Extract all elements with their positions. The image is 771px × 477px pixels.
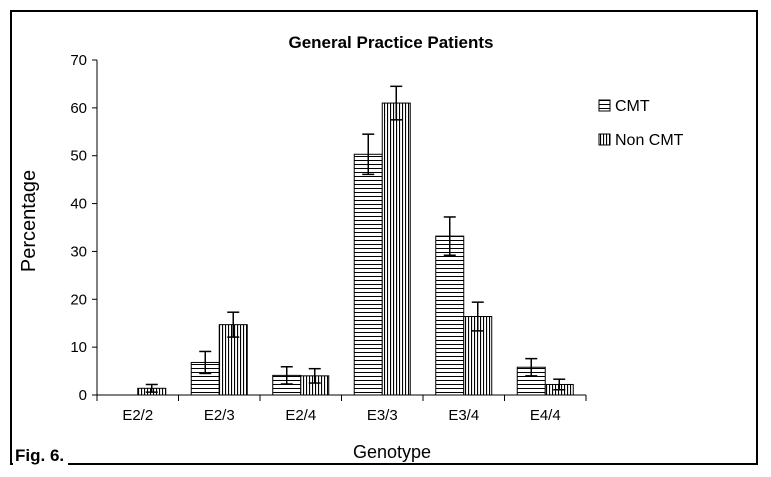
x-tick-label: E2/2 (122, 407, 153, 424)
y-tick-label: 60 (70, 100, 87, 117)
bar-non-cmt (381, 102, 411, 396)
legend-label-non-cmt: Non CMT (615, 132, 684, 149)
legend-swatch-cmt (598, 99, 611, 112)
figure-label: Fig. 6. (13, 446, 69, 466)
y-tick-label: 20 (70, 291, 87, 308)
legend-swatch-non-cmt (598, 133, 611, 146)
chart-title: General Practice Patients (288, 33, 493, 52)
plot-area: 0 10 20 30 40 50 60 70 E2/2 E2/3 E2/4 E3/3 E3/4 E4/4 (70, 52, 587, 424)
y-tick-label: 50 (70, 148, 87, 165)
bar-cmt (353, 153, 383, 396)
y-tick-label: 40 (70, 196, 87, 213)
x-tick-label: E2/4 (285, 407, 316, 424)
y-axis-label: Percentage (18, 170, 40, 272)
x-tick-label: E2/3 (204, 407, 235, 424)
x-tick-label: E4/4 (530, 407, 561, 424)
bar-cmt (435, 235, 465, 396)
y-tick-label: 0 (79, 387, 87, 404)
x-tick-label: E3/3 (367, 407, 398, 424)
y-tick-label: 30 (70, 243, 87, 260)
legend: CMT Non CMT (598, 98, 684, 149)
y-tick-label: 70 (70, 52, 87, 69)
x-tick-label: E3/4 (448, 407, 479, 424)
x-axis-label: Genotype (353, 442, 431, 462)
y-tick-label: 10 (70, 339, 87, 356)
legend-label-cmt: CMT (615, 98, 650, 115)
